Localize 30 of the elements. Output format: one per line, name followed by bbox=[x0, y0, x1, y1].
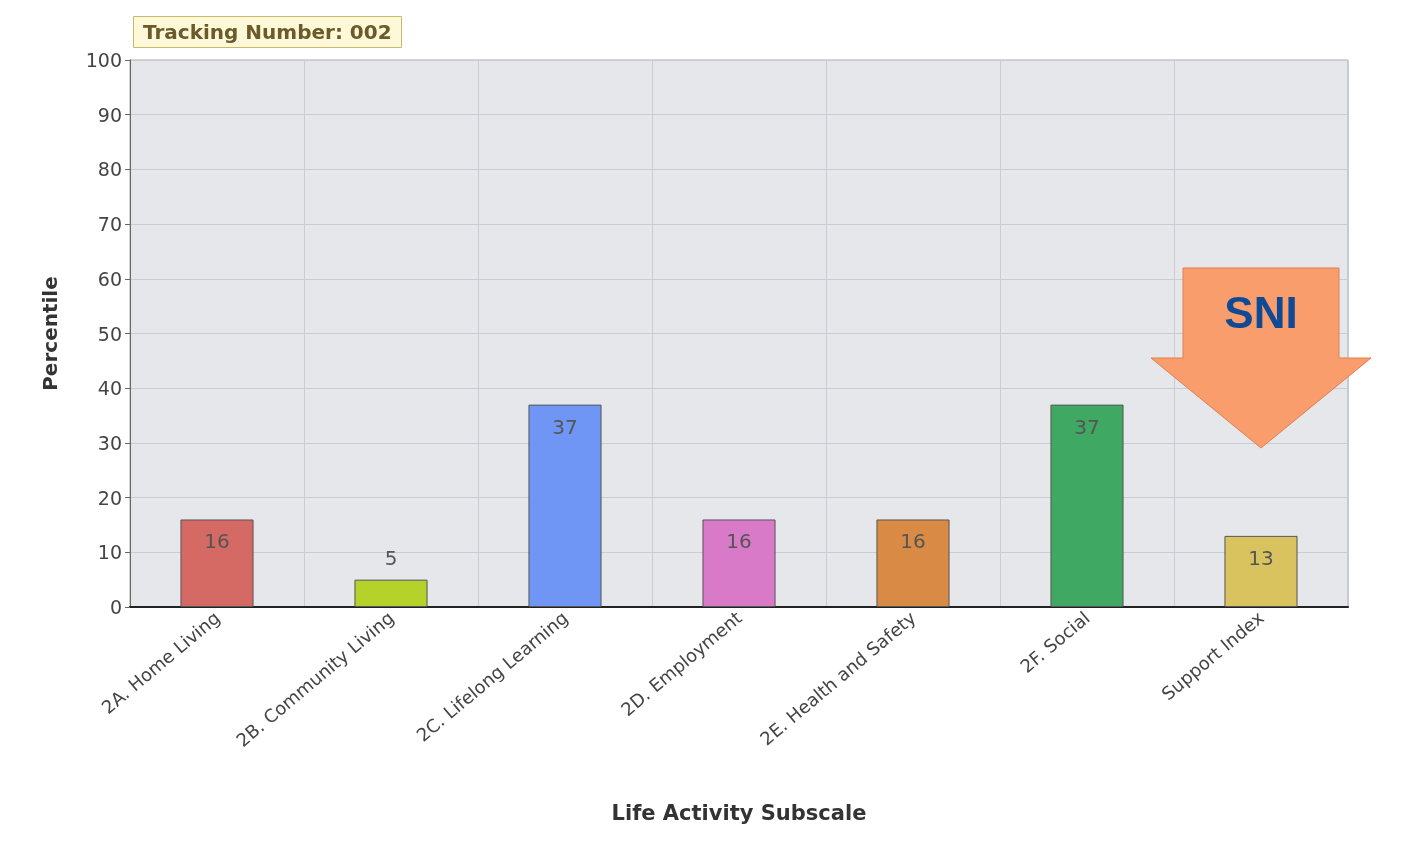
data-label: 16 bbox=[204, 529, 230, 554]
y-tick-label: 90 bbox=[97, 103, 122, 126]
y-tick-label: 80 bbox=[97, 158, 122, 181]
data-label: 37 bbox=[1074, 414, 1100, 439]
y-tick-label: 60 bbox=[97, 267, 122, 290]
y-tick-label: 100 bbox=[85, 49, 122, 71]
bar bbox=[528, 404, 602, 607]
arrow-icon: SNI bbox=[1151, 267, 1371, 448]
annotation: SNI bbox=[1224, 287, 1298, 337]
y-tick-label: 10 bbox=[97, 541, 122, 564]
y-tick-label: 70 bbox=[97, 213, 122, 236]
bar bbox=[354, 579, 428, 607]
bar bbox=[1224, 535, 1298, 607]
y-tick-label: 40 bbox=[97, 377, 122, 400]
data-label: 5 bbox=[384, 545, 398, 570]
y-tick-label: 30 bbox=[97, 431, 122, 454]
bar bbox=[876, 519, 950, 607]
data-label: 13 bbox=[1248, 545, 1274, 570]
bar bbox=[1050, 404, 1124, 607]
y-tick-label: 20 bbox=[97, 486, 122, 509]
x-axis-title: Life Activity Subscale bbox=[611, 800, 867, 825]
data-label: 16 bbox=[900, 529, 926, 554]
y-tick-label: 0 bbox=[109, 596, 122, 618]
data-label: 37 bbox=[552, 414, 578, 439]
text: Tracking Number: 002 bbox=[143, 20, 392, 44]
y-axis-title: Percentile bbox=[38, 276, 62, 391]
bar bbox=[702, 519, 776, 607]
data-label: 16 bbox=[726, 529, 752, 554]
bar bbox=[180, 519, 254, 607]
y-tick-label: 50 bbox=[97, 322, 122, 345]
